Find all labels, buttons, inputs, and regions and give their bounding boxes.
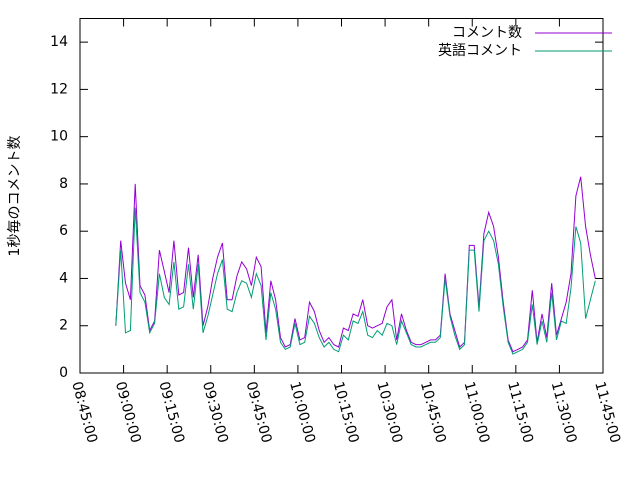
y-tick-label: 2	[59, 318, 68, 334]
legend-label: 英語コメント	[438, 42, 522, 59]
y-tick-label: 10	[50, 129, 68, 145]
plot-border	[79, 18, 604, 374]
y-tick-label: 0	[59, 365, 68, 381]
y-tick-label: 6	[59, 223, 68, 239]
y-tick-label: 14	[50, 34, 68, 50]
legend-label: コメント数	[452, 25, 522, 41]
y-tick-label: 8	[59, 176, 68, 192]
y-tick-label: 4	[59, 270, 68, 286]
y-tick-label: 12	[50, 81, 68, 97]
series-line	[115, 176, 596, 353]
y-axis-label: 1秒毎のコメント数	[7, 136, 23, 257]
series-line	[115, 207, 596, 355]
